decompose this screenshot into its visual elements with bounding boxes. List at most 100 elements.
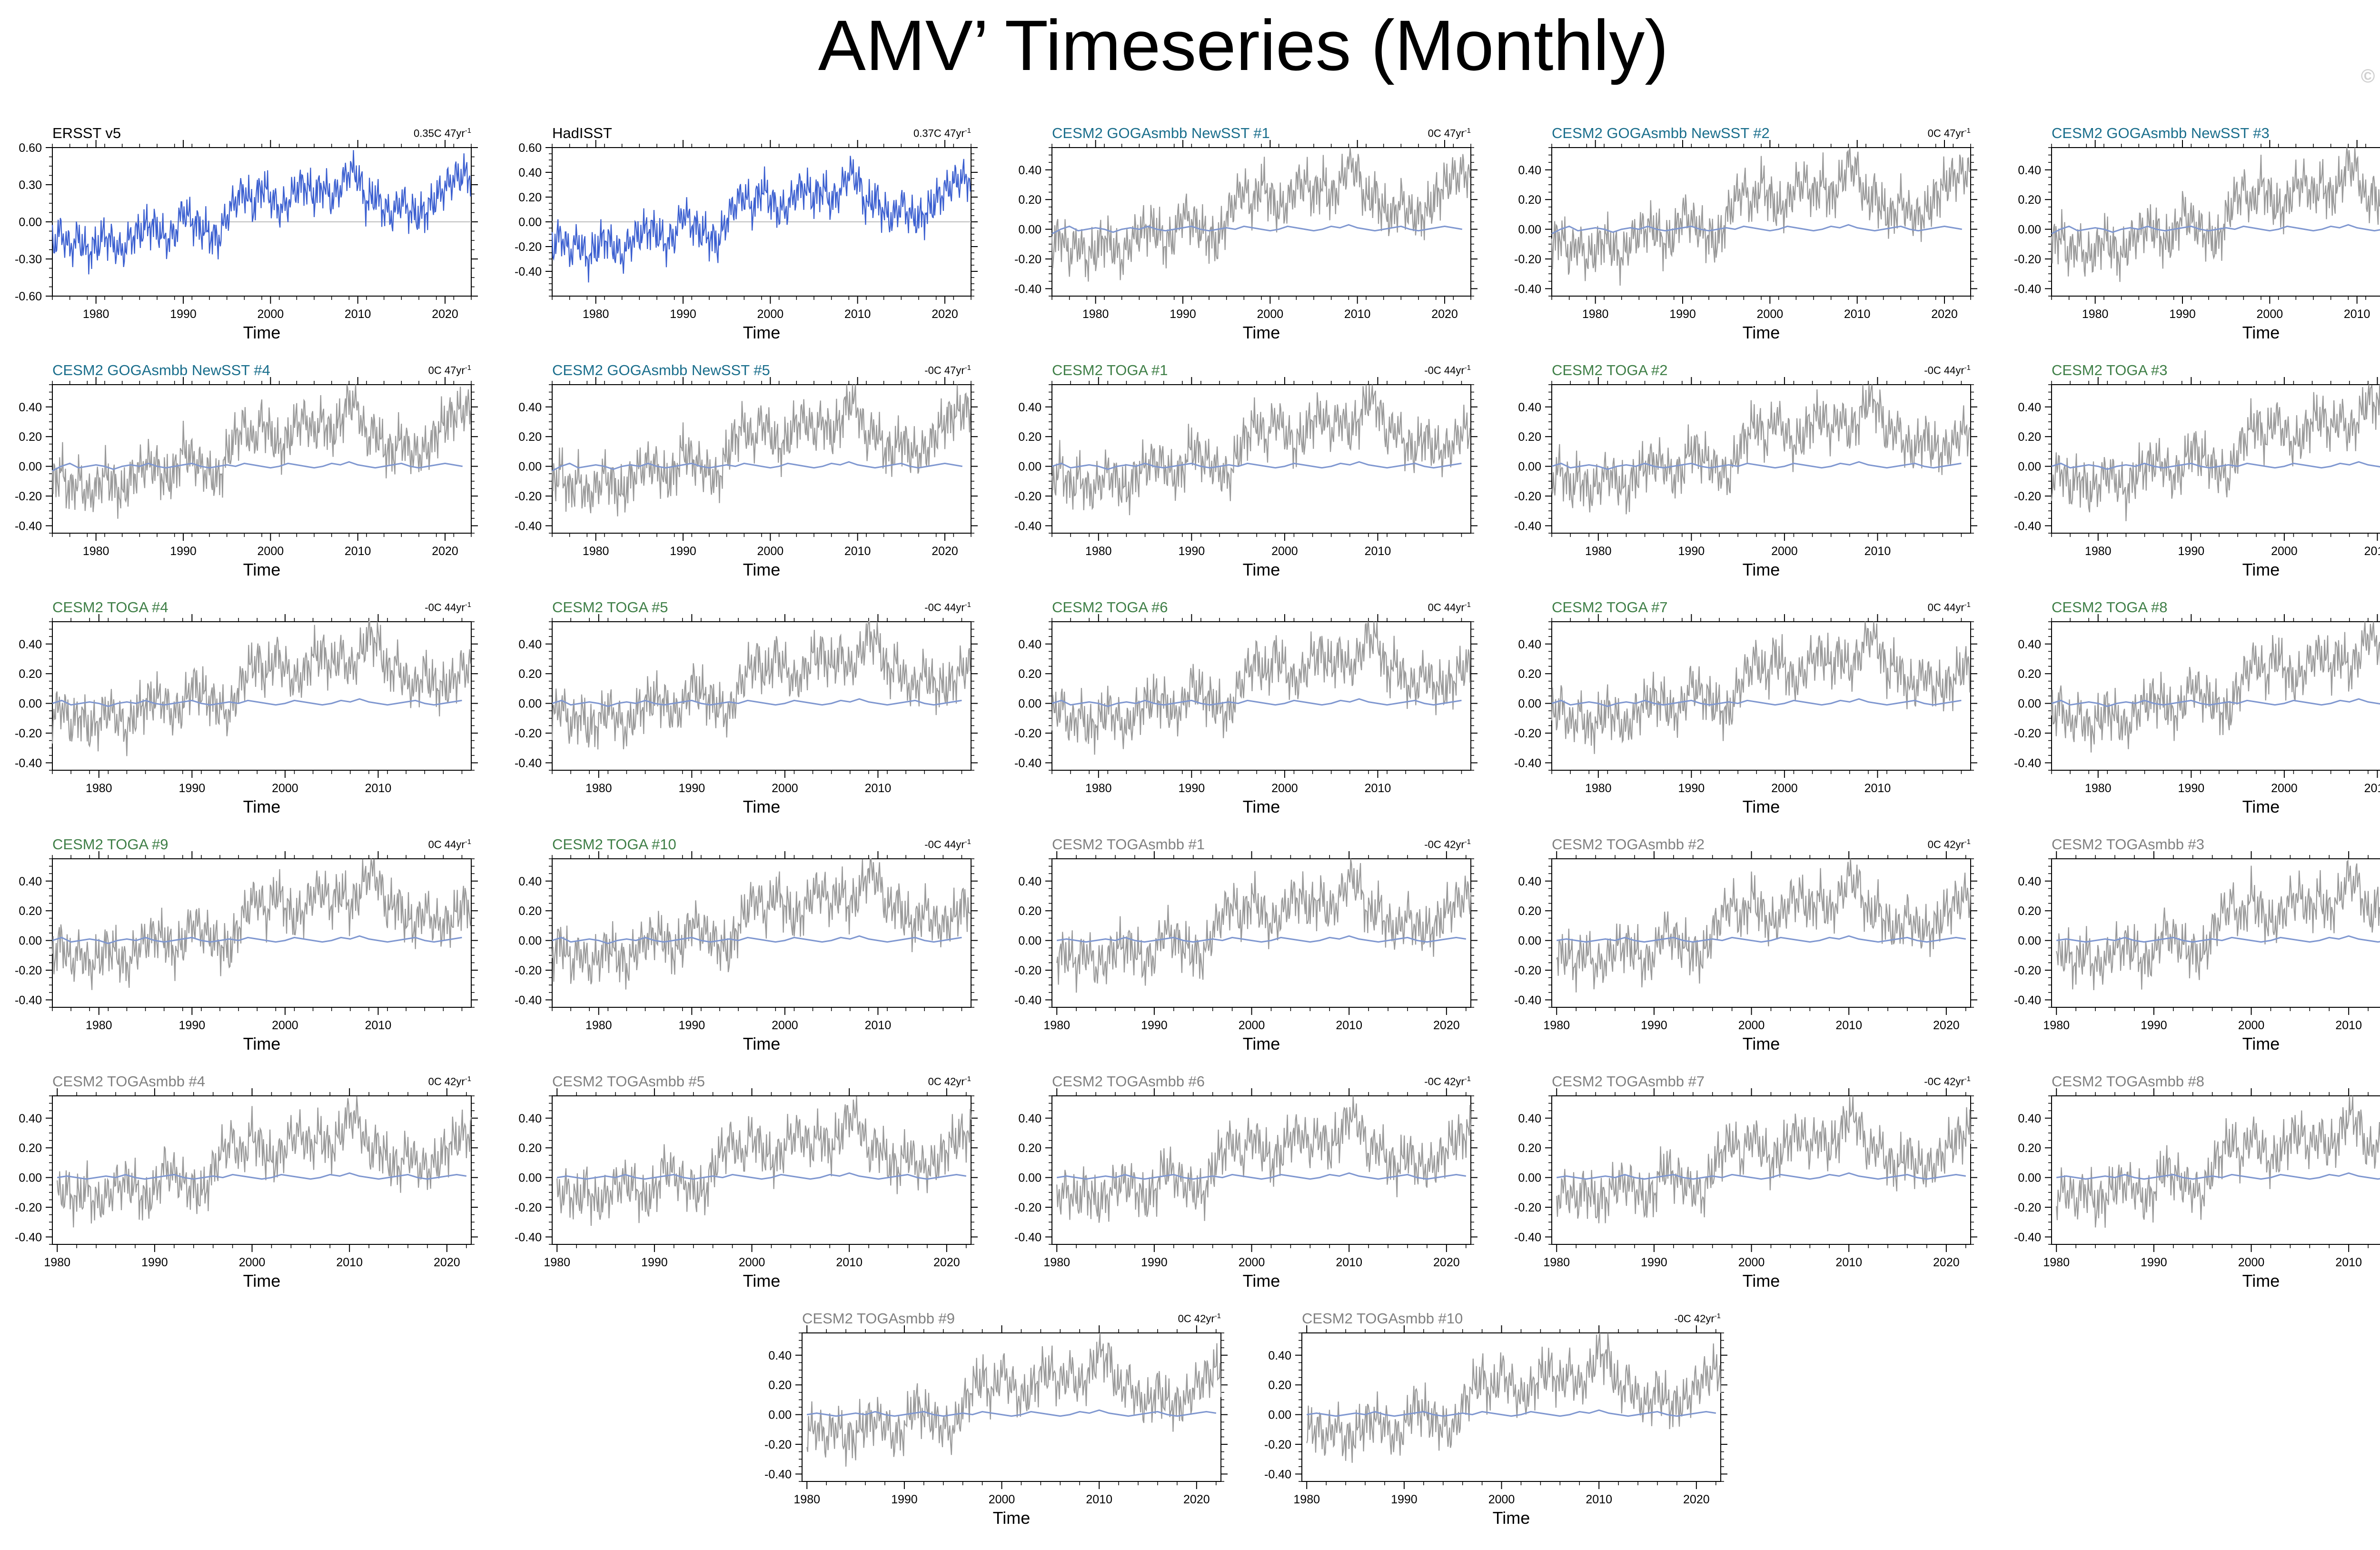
y-tick-label: -0.40 [15,756,42,770]
panel-title: CESM2 TOGAsmbb #7 [1552,1073,1705,1090]
y-tick-label: 0.20 [1018,1142,1041,1155]
x-tick-label: 2020 [932,545,958,558]
trend-value: -0C 44yr [924,838,965,851]
trend-exponent: -1 [1464,601,1471,609]
y-tick-label: -0.40 [1014,1231,1041,1244]
y-tick-label: 0.20 [2018,430,2041,444]
y-tick-label: -0.40 [1514,1231,1541,1244]
trend-exponent: -1 [465,601,471,609]
x-axis-label: Time [743,560,781,579]
chart-panel: CESM2 TOGA #9 0C 44yr-1 Time 0.40 0.20 0.00 -0… [0,825,490,1055]
trend-value: -0C 42yr [1424,838,1465,851]
chart-panel: CESM2 TOGAsmbb #10 -0C 42yr-1 Time 0.40 0.20… [1250,1300,1740,1529]
x-tick-label: 2010 [1586,1493,1612,1506]
trend-value: -0C 44yr [425,601,465,614]
x-axis-label: Time [1742,1034,1780,1053]
x-tick-label: 1980 [583,308,609,321]
x-tick-label: 1990 [1669,308,1696,321]
y-tick-label: -0.20 [1014,253,1041,266]
panel-trend: 0.37C 47yr-1 [828,127,971,139]
x-tick-label: 2000 [258,308,284,321]
ensemble-mean-line [2051,461,2380,470]
chart-panel: CESM2 GOGAsmbb NewSST #5 -0C 47yr-1 Time 0.… [500,351,990,581]
x-tick-label: 2010 [1864,545,1891,558]
panel-trend: 0C 47yr-1 [1328,127,1471,139]
y-tick-label: -0.40 [1514,282,1541,296]
member-series-line [2051,384,2380,521]
panel-trend: -0C 44yr-1 [828,838,971,851]
y-tick-label: 0.00 [1018,934,1041,948]
y-tick-label: 0.00 [1518,697,1541,711]
y-tick-label: -0.20 [515,240,542,254]
x-axis-label: Time [1242,560,1280,579]
y-tick-label: -0.20 [2014,727,2041,740]
ensemble-mean-line [52,461,463,472]
y-tick-label: 0.40 [1518,875,1541,888]
y-tick-label: 0.60 [19,141,42,155]
y-tick-label: 0.00 [1268,1409,1291,1422]
trend-exponent: -1 [1464,364,1471,372]
chart-panel: ERSST v5 0.35C 47yr-1 Time 0.60 0.30 0.00 -0.3… [0,114,490,344]
chart-panel: CESM2 TOGA #10 -0C 44yr-1 Time 0.40 0.20 0.00… [500,825,990,1055]
x-axis-label: Time [243,797,281,816]
x-axis-label: Time [1242,1271,1280,1291]
y-tick-label: 0.00 [2018,934,2041,948]
panel-title: CESM2 GOGAsmbb NewSST #5 [552,362,770,378]
trend-exponent: -1 [1964,601,1971,609]
trend-value: -0C 44yr [924,601,965,614]
timeseries-plot: 0.40 0.20 0.00 -0.20 -0.40 1980 1990 2000 2010 [2014,377,2380,558]
y-tick-label: 0.20 [19,1142,42,1155]
ensemble-mean-line [2051,224,2380,235]
trend-exponent: -1 [964,127,971,135]
plot-frame [1551,858,1971,1008]
timeseries-plot: 0.40 0.20 0.00 -0.20 -0.40 1980 1990 2000 2010 [15,851,478,1032]
x-tick-label: 1990 [170,545,197,558]
y-tick-label: 0.20 [2018,904,2041,918]
x-tick-label: 2000 [772,1019,798,1032]
panel-title: CESM2 TOGA #9 [52,836,169,853]
chart-panel: CESM2 TOGA #4 -0C 44yr-1 Time 0.40 0.20 0.00 -… [0,588,490,818]
chart-panel: CESM2 TOGAsmbb #5 0C 42yr-1 Time 0.40 0.20 0.… [500,1063,990,1292]
trend-value: -0C 42yr [1674,1312,1715,1325]
x-tick-label: 2000 [1239,1019,1265,1032]
chart-panel: CESM2 TOGA #7 0C 44yr-1 Time 0.40 0.20 0.00 -0… [1499,588,1990,818]
trend-exponent: -1 [1964,364,1971,372]
x-axis-label: Time [992,1508,1031,1528]
trend-exponent: -1 [465,364,471,372]
plot-frame [2051,147,2380,297]
member-series-line [2051,621,2380,753]
y-tick-label: -0.20 [1514,490,1541,503]
plot-frame [1301,1332,1721,1482]
x-tick-label: 1980 [1043,1256,1070,1269]
trend-value: 0C 44yr [428,838,465,851]
ensemble-mean-line [556,1172,967,1180]
panel-title: CESM2 TOGAsmbb #10 [1302,1310,1463,1327]
y-tick-label: -0.20 [764,1438,792,1451]
panel-title: CESM2 TOGA #5 [552,599,668,616]
ensemble-mean-line [1551,461,1962,470]
member-series-line [51,384,471,519]
y-tick-label: -0.40 [515,994,542,1007]
panel-title: CESM2 TOGAsmbb #8 [2052,1073,2205,1090]
x-axis-label: Time [2242,323,2280,342]
y-tick-label: -0.20 [2014,253,2041,266]
x-tick-label: 2010 [836,1256,863,1269]
y-tick-label: 0.20 [518,904,542,918]
timeseries-plot: 0.40 0.20 0.00 -0.20 -0.40 1980 1990 2000 2010 [2014,614,2380,795]
chart-panel: CESM2 TOGA #5 -0C 44yr-1 Time 0.40 0.20 0.00 -… [500,588,990,818]
x-tick-label: 2020 [933,1256,960,1269]
timeseries-plot: 0.60 0.40 0.20 0.00 -0.20 -0.40 1980 1990 2000 20… [515,140,978,321]
ensemble-mean-line [1051,698,1462,707]
trend-value: 0C 42yr [928,1075,965,1088]
ensemble-mean-line [1056,1172,1467,1180]
timeseries-plot: 0.40 0.20 0.00 -0.20 -0.40 1980 1990 2000 2010 [1514,377,1977,558]
plot-frame [52,621,472,771]
plot-frame [1551,384,1971,534]
x-tick-label: 2000 [258,545,284,558]
plot-frame [2051,1095,2380,1245]
chart-panel: CESM2 TOGAsmbb #9 0C 42yr-1 Time 0.40 0.20 0.… [750,1300,1240,1529]
x-tick-label: 1990 [1141,1019,1168,1032]
y-tick-label: 0.40 [1018,875,1041,888]
x-tick-label: 2000 [1738,1256,1765,1269]
x-tick-label: 2020 [432,308,458,321]
